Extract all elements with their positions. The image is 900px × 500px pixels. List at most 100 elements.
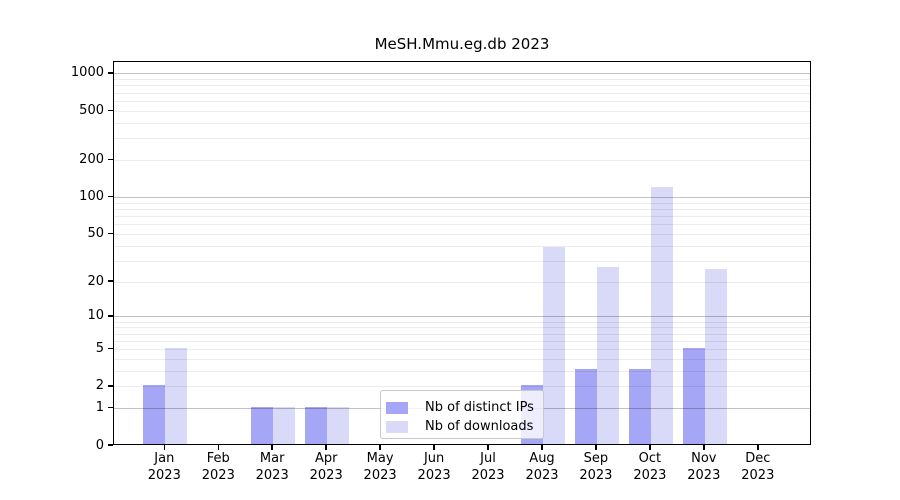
x-axis-tick-aug-2023 <box>541 445 543 450</box>
x-axis-label-year: 2023 <box>633 468 667 483</box>
gridline-minor-20 <box>114 281 810 283</box>
legend-item-nb-of-downloads: Nb of downloads <box>386 417 543 436</box>
gridline-major-1000 <box>114 73 810 75</box>
bar-nb-of-downloads-mar-2023 <box>273 406 296 444</box>
x-axis-label-year: 2023 <box>147 468 181 483</box>
x-axis-label-month: Apr <box>314 451 338 466</box>
y-axis-label-0: 0 <box>95 437 104 453</box>
x-axis-tick-jan-2023 <box>163 445 166 450</box>
x-axis-tick-apr-2023 <box>325 445 327 450</box>
x-axis-tick-may-2023 <box>379 445 381 450</box>
x-axis-label-jan-2023: Jan 2023 <box>134 450 194 484</box>
gridline-minor-8 <box>114 327 810 329</box>
gridline-minor-90 <box>114 202 810 204</box>
gridline-minor-700 <box>114 92 810 94</box>
x-axis-tick-mar-2023 <box>271 445 273 450</box>
gridline-minor-3 <box>114 370 810 372</box>
gridline-minor-900 <box>114 79 810 81</box>
x-axis-label-year: 2023 <box>309 468 343 483</box>
y-axis-tick-1000 <box>108 72 113 74</box>
x-axis-label-month: Nov <box>691 451 717 466</box>
x-axis-label-aug-2023: Aug 2023 <box>512 450 572 484</box>
y-axis-tick-500 <box>108 109 113 111</box>
x-axis-label-jul-2023: Jul 2023 <box>458 450 518 484</box>
x-axis-tick-oct-2023 <box>649 445 651 450</box>
x-axis-label-month: Jul <box>480 451 496 466</box>
x-axis-label-apr-2023: Apr 2023 <box>296 450 356 484</box>
bar-nb-of-downloads-aug-2023 <box>542 246 565 444</box>
x-axis-tick-nov-2023 <box>703 445 705 450</box>
legend-swatch-nb-of-distinct-ips <box>386 401 408 414</box>
y-axis-tick-20 <box>108 280 113 282</box>
bar-nb-of-distinct-ips-mar-2023 <box>251 406 274 444</box>
gridline-minor-6 <box>114 340 810 342</box>
bar-nb-of-downloads-apr-2023 <box>327 406 350 444</box>
x-axis-tick-jun-2023 <box>433 445 435 450</box>
gridline-minor-4 <box>114 358 810 360</box>
x-axis-label-year: 2023 <box>417 468 451 483</box>
y-axis-label-5: 5 <box>95 341 104 356</box>
legend: Nb of distinct IPs Nb of downloads <box>380 390 544 439</box>
x-axis-label-mar-2023: Mar 2023 <box>242 450 302 484</box>
x-axis-label-dec-2023: Dec 2023 <box>728 450 788 484</box>
bar-nb-of-downloads-jan-2023 <box>165 347 188 444</box>
y-axis-label-500: 500 <box>79 102 104 118</box>
x-axis-label-jun-2023: Jun 2023 <box>404 450 464 484</box>
gridline-minor-7 <box>114 333 810 335</box>
gridline-minor-9 <box>114 321 810 323</box>
x-axis-label-year: 2023 <box>363 468 397 483</box>
y-axis-tick-50 <box>108 232 113 234</box>
x-axis-label-may-2023: May 2023 <box>350 450 410 484</box>
x-axis-tick-sep-2023 <box>595 445 597 450</box>
x-axis-label-oct-2023: Oct 2023 <box>620 450 680 484</box>
x-axis-label-feb-2023: Feb 2023 <box>188 450 248 484</box>
gridline-minor-600 <box>114 100 810 102</box>
x-axis-label-month: Feb <box>206 451 230 466</box>
bar-nb-of-downloads-sep-2023 <box>596 266 619 444</box>
gridline-minor-30 <box>114 260 810 262</box>
y-axis-label-10: 10 <box>87 308 104 324</box>
y-axis-tick-2 <box>108 385 113 387</box>
bar-nb-of-downloads-nov-2023 <box>704 268 727 444</box>
x-axis-tick-dec-2023 <box>757 445 759 450</box>
gridline-minor-70 <box>114 215 810 217</box>
gridline-major-100 <box>114 197 810 198</box>
x-axis-label-nov-2023: Nov 2023 <box>674 450 734 484</box>
y-axis-label-1000: 1000 <box>70 65 104 81</box>
bar-nb-of-distinct-ips-apr-2023 <box>305 406 328 444</box>
y-axis-label-1: 1 <box>95 400 104 416</box>
gridline-minor-2 <box>114 386 810 388</box>
x-axis-label-month: Mar <box>259 451 285 466</box>
y-axis-label-2: 2 <box>95 378 104 394</box>
x-axis-label-sep-2023: Sep 2023 <box>566 450 626 484</box>
y-axis-label-50: 50 <box>87 225 104 241</box>
legend-item-nb-of-distinct-ips: Nb of distinct IPs <box>386 398 543 417</box>
gridline-minor-50 <box>114 233 810 235</box>
y-axis-tick-100 <box>108 195 113 198</box>
x-axis-label-year: 2023 <box>201 468 235 483</box>
x-axis-label-year: 2023 <box>525 468 559 483</box>
legend-swatch-nb-of-downloads <box>386 420 408 433</box>
bar-nb-of-downloads-oct-2023 <box>650 186 673 444</box>
gridline-minor-60 <box>114 224 810 226</box>
gridline-minor-500 <box>114 110 810 112</box>
bar-nb-of-distinct-ips-oct-2023 <box>628 369 651 444</box>
x-axis-label-month: Aug <box>529 451 555 466</box>
x-axis-label-month: Oct <box>638 451 662 466</box>
x-axis-label-year: 2023 <box>687 468 721 483</box>
x-axis-label-month: Jun <box>423 451 445 466</box>
gridline-minor-80 <box>114 208 810 210</box>
legend-label-nb-of-downloads: Nb of downloads <box>425 419 534 434</box>
bar-nb-of-distinct-ips-sep-2023 <box>574 369 597 444</box>
y-axis-tick-1 <box>108 406 113 409</box>
x-axis-label-year: 2023 <box>255 468 289 483</box>
x-axis-label-month: Sep <box>583 451 609 466</box>
y-axis-tick-5 <box>108 347 113 350</box>
x-axis-label-year: 2023 <box>741 468 775 483</box>
x-axis-label-year: 2023 <box>579 468 613 483</box>
y-axis-tick-10 <box>108 315 113 317</box>
y-axis-label-200: 200 <box>79 151 104 167</box>
chart-title: MeSH.Mmu.eg.db 2023 <box>374 35 550 53</box>
y-axis-label-20: 20 <box>87 273 104 289</box>
